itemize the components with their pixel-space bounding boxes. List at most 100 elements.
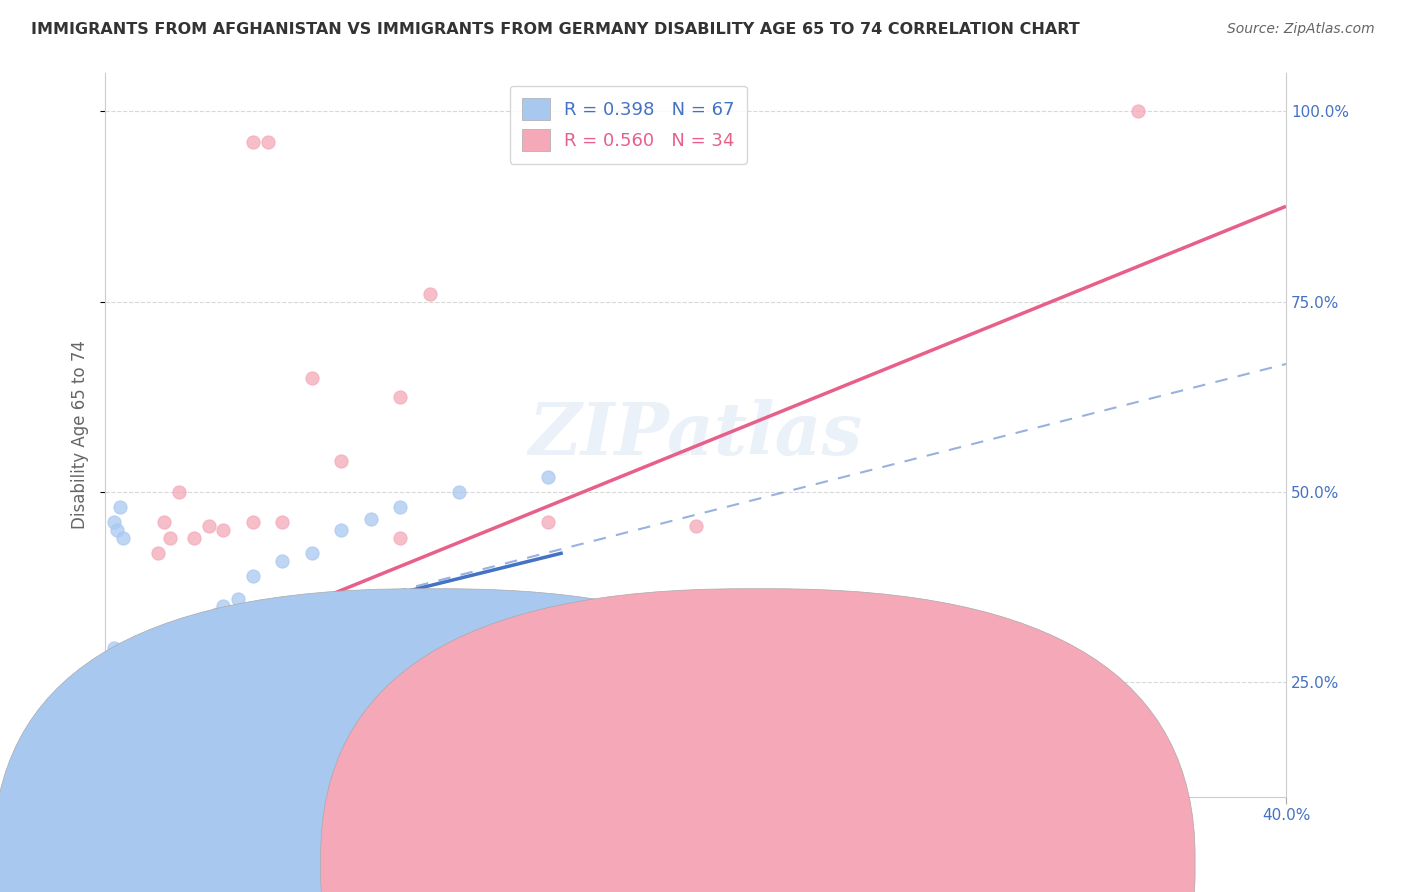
Point xyxy=(138,648,160,663)
Point xyxy=(111,654,134,668)
Point xyxy=(115,657,138,671)
Y-axis label: Disability Age 65 to 74: Disability Age 65 to 74 xyxy=(72,341,89,529)
Point xyxy=(162,648,184,663)
Point xyxy=(111,660,134,674)
Point xyxy=(108,662,131,676)
Point xyxy=(685,519,707,533)
Point xyxy=(242,568,264,582)
Point xyxy=(522,660,544,674)
Point xyxy=(1128,104,1150,119)
Point xyxy=(103,641,125,656)
Point xyxy=(138,740,160,755)
Point xyxy=(242,135,264,149)
Point xyxy=(97,652,120,666)
Point xyxy=(301,370,323,384)
Point xyxy=(271,516,294,530)
Point xyxy=(537,469,560,483)
Point xyxy=(301,546,323,560)
Point xyxy=(197,615,219,629)
Point xyxy=(100,654,122,668)
Point xyxy=(108,648,131,663)
Point xyxy=(127,652,149,666)
Point xyxy=(207,607,229,621)
Point xyxy=(121,652,143,666)
Text: Immigrants from Germany: Immigrants from Germany xyxy=(780,857,984,871)
Point xyxy=(271,553,294,567)
Point xyxy=(212,523,235,537)
Point xyxy=(330,523,353,537)
Point xyxy=(449,485,471,500)
Text: Immigrants from Afghanistan: Immigrants from Afghanistan xyxy=(453,857,676,871)
Point xyxy=(141,654,163,668)
Point xyxy=(138,641,160,656)
Point xyxy=(242,516,264,530)
Point xyxy=(537,516,560,530)
Point xyxy=(103,652,125,666)
Point xyxy=(111,531,134,545)
Point xyxy=(100,667,122,681)
Point xyxy=(105,657,128,671)
Point xyxy=(135,657,157,671)
Point xyxy=(121,717,143,731)
Point xyxy=(124,664,146,678)
Legend: R = 0.398   N = 67, R = 0.560   N = 34: R = 0.398 N = 67, R = 0.560 N = 34 xyxy=(510,86,747,164)
Point xyxy=(115,664,138,678)
Point xyxy=(111,664,134,678)
Point xyxy=(108,654,131,668)
Point xyxy=(183,531,205,545)
Point xyxy=(129,652,152,666)
Point xyxy=(389,500,412,515)
Point xyxy=(256,135,278,149)
Point xyxy=(226,591,249,606)
Point xyxy=(118,660,141,674)
Point xyxy=(360,511,382,525)
Point xyxy=(389,390,412,404)
Point xyxy=(150,664,173,678)
Text: Source: ZipAtlas.com: Source: ZipAtlas.com xyxy=(1227,22,1375,37)
Point xyxy=(105,667,128,681)
Point xyxy=(124,664,146,678)
Point xyxy=(197,519,219,533)
Point xyxy=(103,664,125,678)
Point xyxy=(159,531,181,545)
Point xyxy=(389,531,412,545)
Point xyxy=(156,657,179,671)
Point xyxy=(145,660,167,674)
Point xyxy=(132,667,155,681)
Point xyxy=(127,654,149,668)
Point xyxy=(153,645,176,659)
Text: IMMIGRANTS FROM AFGHANISTAN VS IMMIGRANTS FROM GERMANY DISABILITY AGE 65 TO 74 C: IMMIGRANTS FROM AFGHANISTAN VS IMMIGRANT… xyxy=(31,22,1080,37)
Point xyxy=(105,664,128,678)
Text: ZIPatlas: ZIPatlas xyxy=(529,400,863,470)
Point xyxy=(108,660,131,674)
Point xyxy=(167,485,190,500)
Point xyxy=(121,654,143,668)
Point xyxy=(419,286,441,301)
Point xyxy=(111,666,134,681)
Point xyxy=(148,652,170,666)
Point xyxy=(105,648,128,663)
Point xyxy=(522,667,544,681)
Point xyxy=(124,657,146,671)
Point xyxy=(97,657,120,671)
Point xyxy=(103,516,125,530)
Point xyxy=(212,599,235,614)
Point xyxy=(115,690,138,705)
Point xyxy=(159,652,181,666)
Point xyxy=(97,652,120,666)
Point xyxy=(330,454,353,468)
Point xyxy=(118,652,141,666)
Point xyxy=(124,725,146,739)
Point xyxy=(174,637,197,651)
Point xyxy=(183,630,205,644)
Point xyxy=(129,732,152,747)
Point xyxy=(103,658,125,673)
Point xyxy=(115,654,138,668)
Point xyxy=(188,622,211,636)
Point xyxy=(118,732,141,747)
Point xyxy=(100,662,122,676)
Point xyxy=(148,546,170,560)
Point xyxy=(97,664,120,678)
Point xyxy=(153,516,176,530)
Point xyxy=(129,654,152,668)
